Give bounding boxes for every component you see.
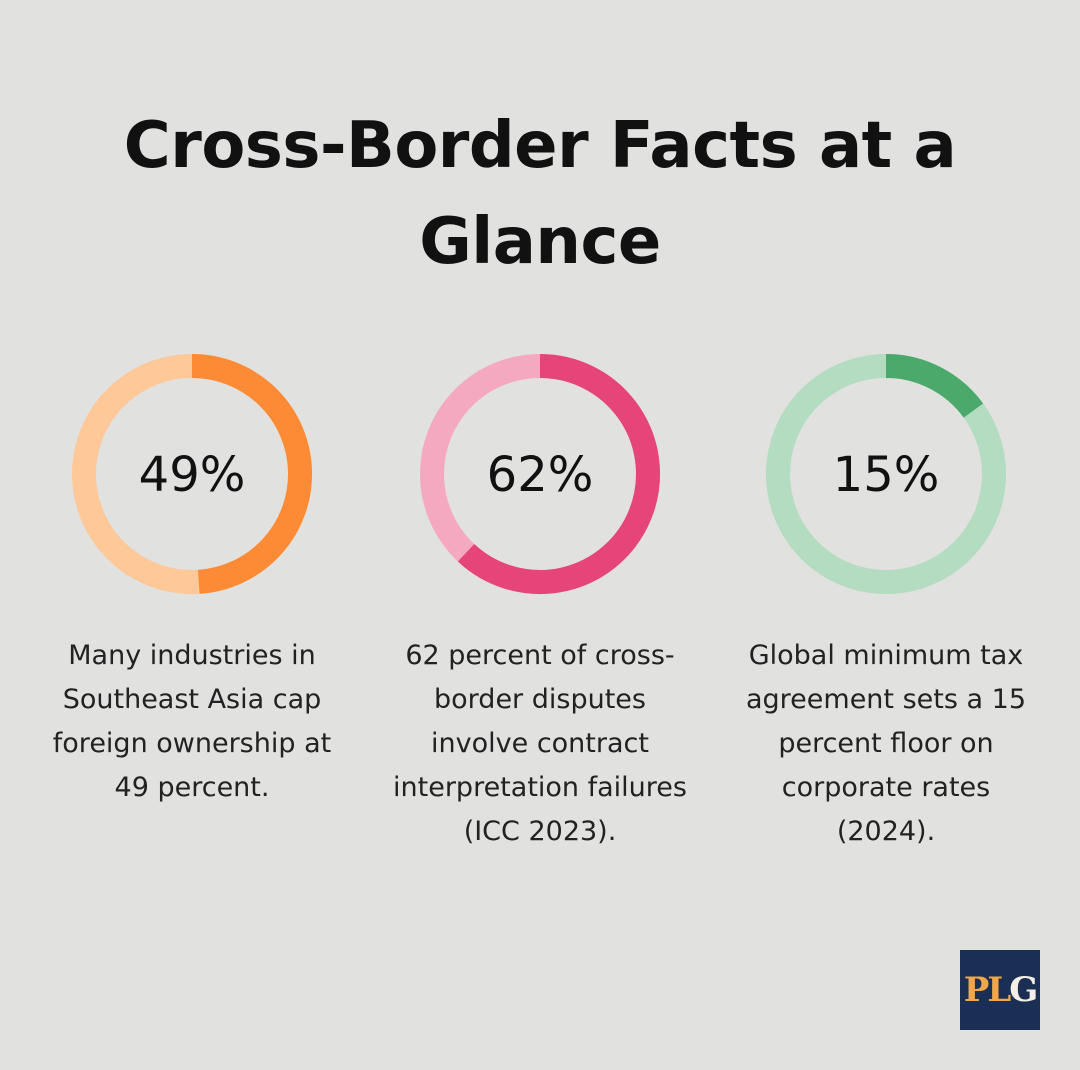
donut-segment xyxy=(457,354,660,594)
logo-letter-p: P xyxy=(963,970,990,1010)
logo-letter-l: L xyxy=(987,970,1011,1010)
stat-description: Global minimum tax agreement sets a 15 p… xyxy=(745,640,1026,847)
stat-percentage: 15% xyxy=(833,447,940,503)
stat-percentage: 62% xyxy=(487,447,594,503)
stat-card-ownership: 49% Many industries in Southeast Asia ca… xyxy=(42,352,342,810)
logo-letter-g: G xyxy=(1009,970,1038,1010)
page-title: Cross-Border Facts at a Glance xyxy=(123,109,957,279)
donut-chart-minimum-tax: 15% xyxy=(766,354,1006,594)
stat-description: Many industries in Southeast Asia cap fo… xyxy=(52,640,332,803)
donut-segment xyxy=(885,354,984,418)
donut-chart-disputes: 62% xyxy=(420,354,660,594)
stat-card-disputes: 62% 62 percent of cross-border disputes … xyxy=(390,352,690,854)
stat-description: 62 percent of cross-border disputes invo… xyxy=(393,640,687,847)
donut-chart-ownership: 49% xyxy=(72,354,313,594)
stat-card-minimum-tax: 15% Global minimum tax agreement sets a … xyxy=(736,352,1036,854)
stat-percentage: 49% xyxy=(139,447,246,503)
donut-segment xyxy=(191,354,313,594)
